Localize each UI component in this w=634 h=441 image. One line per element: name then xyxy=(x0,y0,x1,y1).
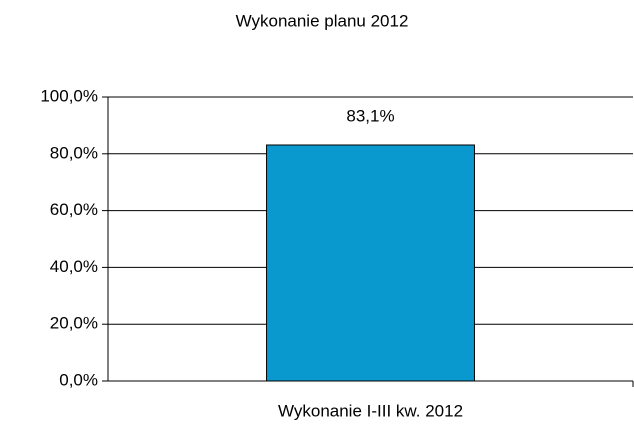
y-tick-label: 60,0% xyxy=(50,200,98,219)
y-tick-label: 100,0% xyxy=(40,86,98,105)
y-tick-label: 80,0% xyxy=(50,143,98,162)
bar xyxy=(266,144,475,382)
x-tick-label: Wykonanie I-III kw. 2012 xyxy=(278,401,463,420)
y-tick-label: 40,0% xyxy=(50,257,98,276)
y-tick-label: 20,0% xyxy=(50,314,98,333)
data-label: 83,1% xyxy=(346,106,394,125)
y-tick-label: 0,0% xyxy=(59,370,98,389)
chart-title: Wykonanie planu 2012 xyxy=(236,11,409,30)
